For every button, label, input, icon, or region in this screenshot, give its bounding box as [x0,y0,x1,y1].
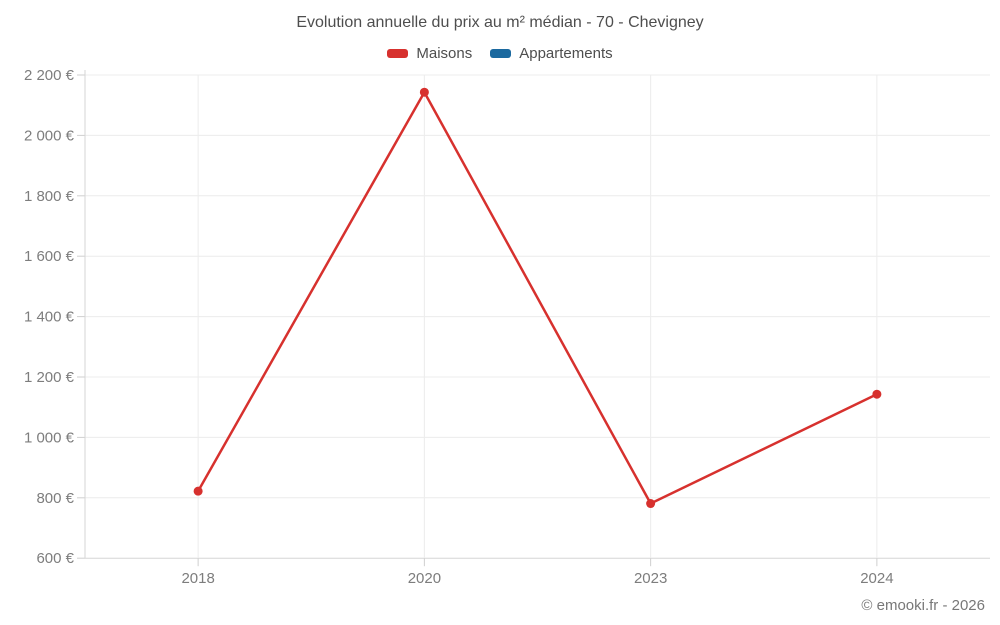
x-axis-label: 2018 [181,570,214,587]
y-axis-label: 1 400 € [24,309,75,326]
y-axis-label: 800 € [36,490,74,507]
y-axis-label: 1 000 € [24,429,75,446]
legend-item-maisons[interactable]: Maisons [387,45,472,62]
y-axis-label: 1 800 € [24,188,75,205]
legend-label-appartements: Appartements [519,45,613,62]
data-point [419,87,429,97]
y-axis-label: 1 200 € [24,369,75,386]
appartements-swatch-icon [490,49,512,58]
maisons-swatch-icon [387,49,409,58]
legend: Maisons Appartements [0,45,1000,62]
y-axis-label: 2 200 € [24,67,75,84]
y-axis-label: 2 000 € [24,127,75,144]
chart-title: Evolution annuelle du prix au m² médian … [296,14,704,31]
y-axis-label: 1 600 € [24,248,75,265]
legend-label-maisons: Maisons [416,45,473,62]
data-point [193,486,203,496]
copyright: © emooki.fr - 2026 [861,597,985,614]
data-point [646,499,656,509]
x-axis-label: 2024 [860,570,893,587]
data-point [872,389,882,399]
series-line [197,90,878,505]
x-axis-label: 2023 [634,570,667,587]
legend-item-appartements[interactable]: Appartements [490,45,613,62]
y-axis-label: 600 € [36,550,74,567]
x-axis-label: 2020 [408,570,441,587]
